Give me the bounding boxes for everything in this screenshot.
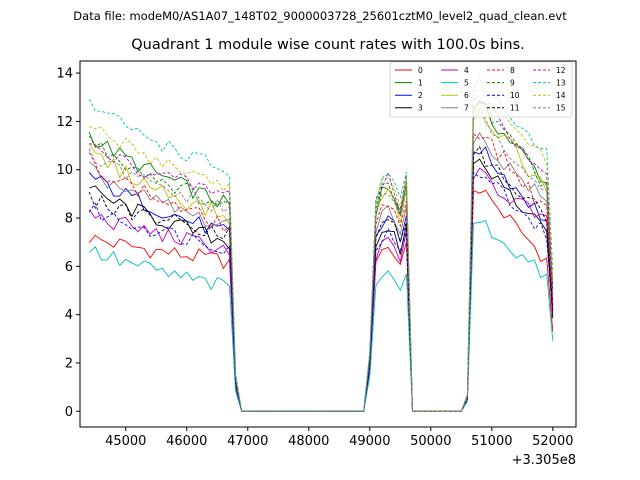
y-tick-label: 8 — [65, 212, 73, 227]
series-line-2 — [88, 146, 554, 412]
x-tick-label: 52000 — [532, 434, 573, 449]
legend-label-7: 7 — [464, 104, 469, 113]
legend-label-3: 3 — [418, 104, 423, 113]
series-line-4 — [88, 167, 554, 412]
legend-label-1: 1 — [418, 78, 423, 87]
x-tick-label: 50000 — [410, 434, 451, 449]
x-tick-label: 46000 — [166, 434, 207, 449]
legend-label-8: 8 — [510, 66, 515, 75]
legend-label-9: 9 — [510, 78, 515, 87]
legend-label-13: 13 — [556, 78, 566, 87]
series-line-0 — [88, 189, 554, 412]
legend-label-6: 6 — [464, 91, 469, 100]
legend-label-12: 12 — [556, 66, 566, 75]
series-line-10 — [88, 171, 554, 412]
x-tick-label: 49000 — [349, 434, 390, 449]
y-tick-label: 2 — [65, 356, 73, 371]
x-offset-label: +3.305e8 — [512, 453, 576, 468]
series-line-13 — [88, 75, 554, 412]
y-tick-label: 12 — [56, 115, 73, 130]
x-tick-label: 45000 — [105, 434, 146, 449]
series-line-6 — [88, 106, 554, 412]
x-tick-label: 51000 — [471, 434, 512, 449]
x-axis: 45000 46000 47000 48000 49000 50000 51000 52000 — [105, 427, 573, 449]
y-tick-label: 14 — [56, 67, 73, 82]
y-tick-label: 0 — [65, 405, 73, 420]
series-line-1 — [88, 100, 554, 412]
legend-label-5: 5 — [464, 78, 469, 87]
legend-box — [389, 61, 573, 118]
series-line-14 — [89, 94, 554, 412]
y-axis: 0 2 4 6 8 10 12 14 — [56, 67, 80, 420]
axes-frame — [79, 60, 577, 428]
legend-label-0: 0 — [418, 66, 423, 75]
legend-label-4: 4 — [464, 66, 469, 75]
figure-suptitle: Data file: modeM0/AS1A07_148T02_90000037… — [73, 9, 567, 23]
chart-title: Quadrant 1 module wise count rates with … — [131, 37, 525, 53]
y-tick-label: 6 — [65, 260, 73, 275]
legend-label-15: 15 — [556, 104, 566, 113]
series-line-11 — [88, 145, 554, 412]
x-tick-label: 48000 — [288, 434, 329, 449]
legend-label-11: 11 — [510, 104, 520, 113]
series-line-7 — [88, 132, 554, 412]
y-tick-label: 4 — [65, 308, 73, 323]
legend-label-2: 2 — [418, 91, 423, 100]
series-line-3 — [89, 158, 554, 412]
y-tick-label: 10 — [56, 163, 73, 178]
series-lines — [88, 75, 554, 412]
series-line-8 — [88, 132, 554, 412]
legend-label-10: 10 — [510, 91, 520, 100]
legend-label-14: 14 — [556, 91, 566, 100]
series-line-15 — [88, 108, 554, 412]
x-tick-label: 47000 — [227, 434, 268, 449]
plot-area: 45000 46000 47000 48000 49000 50000 51000 52000… — [56, 60, 577, 468]
